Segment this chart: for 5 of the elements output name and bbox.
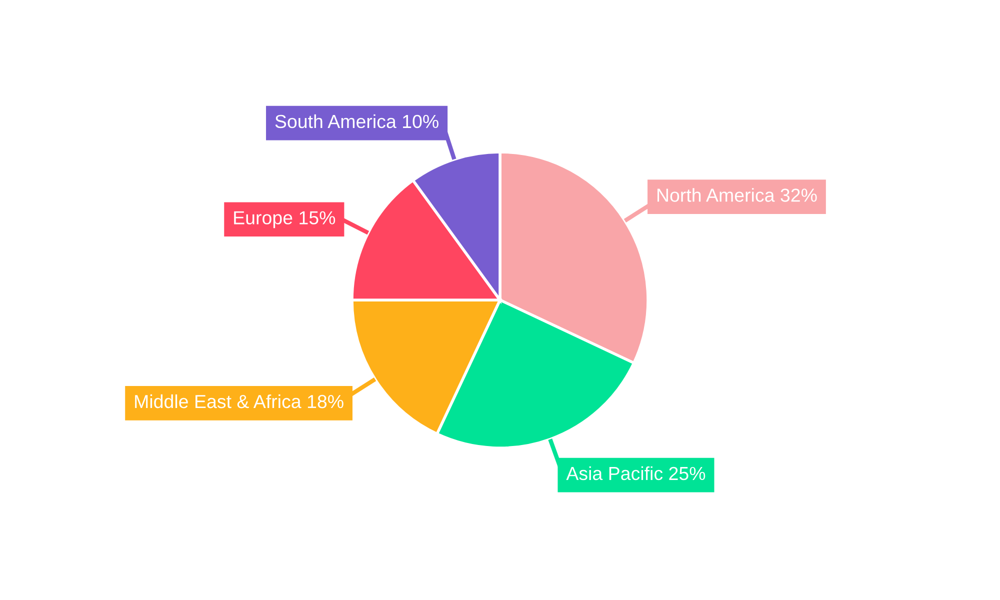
slice-label: Middle East & Africa 18% (135, 394, 344, 408)
slice-label: Asia Pacific 25% (566, 466, 706, 480)
slice-label: North America 32% (657, 188, 817, 202)
slice-label: South America 10% (275, 114, 438, 128)
slice-label: Europe 15% (234, 211, 336, 228)
